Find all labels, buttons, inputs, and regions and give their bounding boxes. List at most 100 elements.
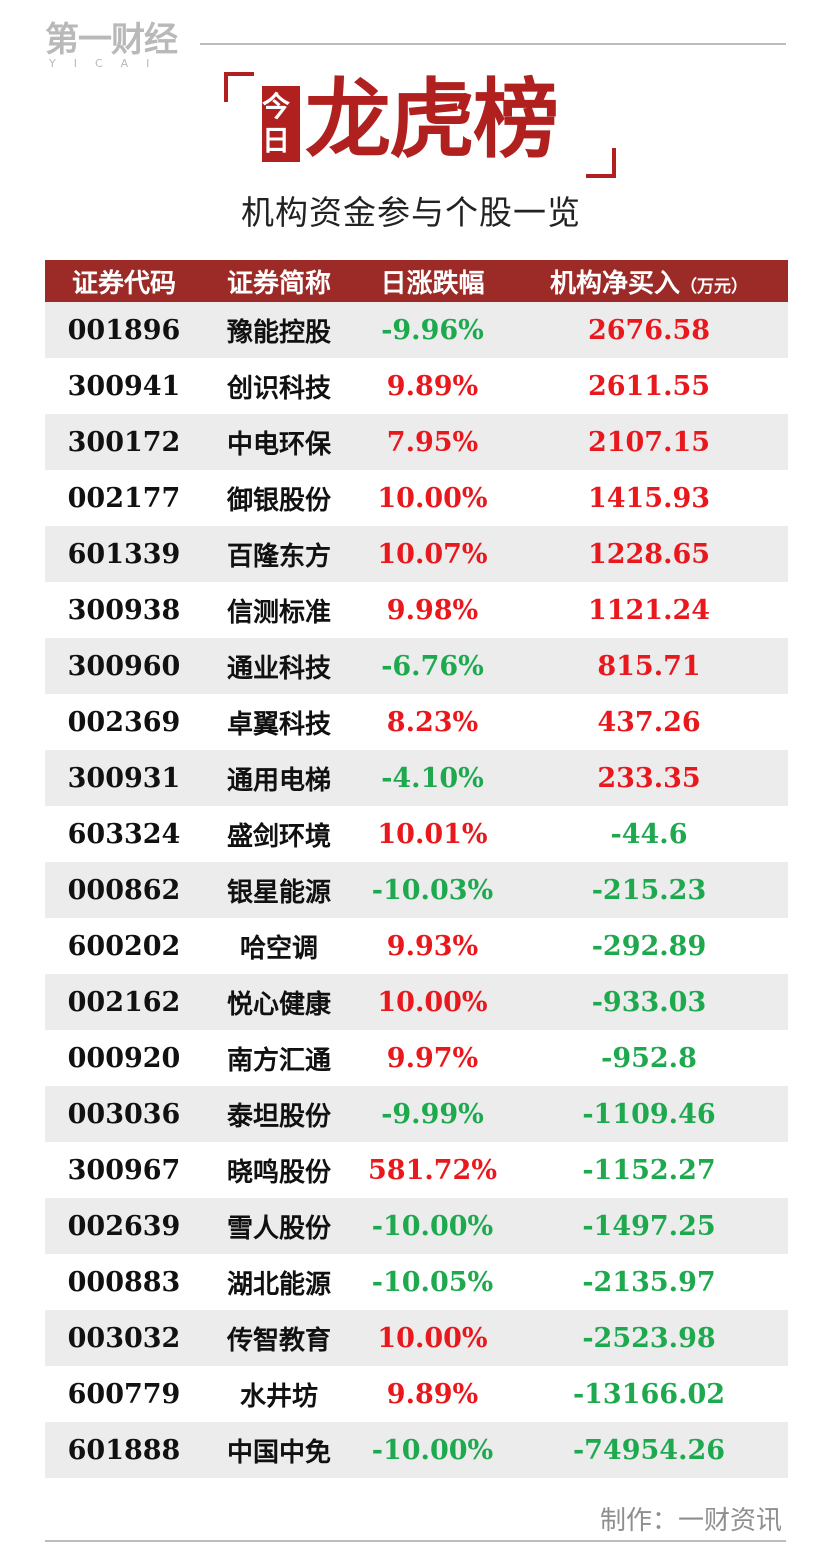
row-net-buy: -1497.25 xyxy=(582,1210,716,1242)
row-net-buy: 437.26 xyxy=(597,706,701,738)
header-name: 证券简称 xyxy=(226,268,331,299)
dragon-tiger-table: 证券代码 证券简称 日涨跌幅 机构净买入（万元） 001896 豫能控股 -9.96… xyxy=(45,260,788,1478)
row-name: 雪人股份 xyxy=(226,1213,331,1244)
row-change: 581.72% xyxy=(368,1154,497,1186)
logo-sub-text: YICAI xyxy=(49,57,168,70)
row-change: 9.98% xyxy=(386,594,479,626)
row-code: 003032 xyxy=(67,1322,181,1354)
row-code: 300941 xyxy=(67,370,181,402)
row-net-buy: -2523.98 xyxy=(582,1322,716,1354)
row-name: 豫能控股 xyxy=(226,317,331,348)
row-change: 9.89% xyxy=(386,1378,479,1410)
row-code: 300967 xyxy=(67,1154,181,1186)
row-code: 002177 xyxy=(67,482,181,514)
row-net-buy: 1121.24 xyxy=(587,594,711,626)
page-subtitle: 机构资金参与个股一览 xyxy=(241,193,581,232)
title-block: 今日 龙虎榜 xyxy=(0,62,822,182)
table-row: 002369 卓翼科技 8.23% 437.26 xyxy=(45,694,788,750)
row-net-buy: 2611.55 xyxy=(587,370,711,402)
row-change: 10.00% xyxy=(377,986,488,1018)
table-row: 603324 盛剑环境 10.01% -44.6 xyxy=(45,806,788,862)
table-row: 002177 御银股份 10.00% 1415.93 xyxy=(45,470,788,526)
header-net-buy-label: 机构净买入 xyxy=(549,268,680,299)
row-net-buy: -292.89 xyxy=(591,930,707,962)
logo-main-text: 第一财经 xyxy=(45,20,178,60)
table-row: 003032 传智教育 10.00% -2523.98 xyxy=(45,1310,788,1366)
row-name: 水井坊 xyxy=(239,1381,318,1412)
today-badge-text: 今日 xyxy=(262,90,291,157)
row-name: 晓鸣股份 xyxy=(226,1157,331,1188)
row-change: -4.10% xyxy=(381,762,484,794)
row-change: 9.93% xyxy=(386,930,479,962)
header-change: 日涨跌幅 xyxy=(380,268,485,299)
right-bracket-icon xyxy=(586,148,616,178)
top-divider xyxy=(200,43,786,45)
row-name: 湖北能源 xyxy=(226,1269,331,1300)
row-net-buy: 815.71 xyxy=(597,650,701,682)
row-name: 盛剑环境 xyxy=(226,821,331,852)
row-code: 003036 xyxy=(67,1098,181,1130)
table-row: 000883 湖北能源 -10.05% -2135.97 xyxy=(45,1254,788,1310)
row-change: 10.00% xyxy=(377,1322,488,1354)
row-net-buy: -215.23 xyxy=(591,874,707,906)
row-change: -10.00% xyxy=(371,1210,494,1242)
row-name: 泰坦股份 xyxy=(226,1101,331,1132)
row-net-buy: -2135.97 xyxy=(582,1266,716,1298)
row-net-buy: -1109.46 xyxy=(582,1098,716,1130)
row-net-buy: -74954.26 xyxy=(572,1434,726,1466)
row-code: 300931 xyxy=(67,762,181,794)
row-name: 传智教育 xyxy=(226,1325,331,1356)
header-code: 证券代码 xyxy=(71,268,176,299)
bottom-divider xyxy=(45,1540,786,1542)
row-net-buy: 1228.65 xyxy=(587,538,711,570)
today-badge: 今日 xyxy=(262,86,300,162)
left-bracket-icon xyxy=(224,72,254,102)
table-row: 300941 创识科技 9.89% 2611.55 xyxy=(45,358,788,414)
table-row: 601339 百隆东方 10.07% 1228.65 xyxy=(45,526,788,582)
row-code: 000862 xyxy=(67,874,181,906)
row-net-buy: -952.8 xyxy=(601,1042,697,1074)
row-net-buy: -933.03 xyxy=(591,986,707,1018)
table-row: 000920 南方汇通 9.97% -952.8 xyxy=(45,1030,788,1086)
table-row: 300172 中电环保 7.95% 2107.15 xyxy=(45,414,788,470)
row-code: 600779 xyxy=(67,1378,181,1410)
table-row: 300931 通用电梯 -4.10% 233.35 xyxy=(45,750,788,806)
credit-text: 制作：一财资讯 xyxy=(599,1506,782,1536)
header-unit: （万元） xyxy=(680,276,748,297)
row-change: -6.76% xyxy=(381,650,484,682)
row-net-buy: 2676.58 xyxy=(587,314,711,346)
row-net-buy: 2107.15 xyxy=(587,426,711,458)
table-row: 002162 悦心健康 10.00% -933.03 xyxy=(45,974,788,1030)
row-code: 603324 xyxy=(67,818,181,850)
row-change: -10.05% xyxy=(371,1266,494,1298)
row-name: 中电环保 xyxy=(226,429,331,460)
table-row: 002639 雪人股份 -10.00% -1497.25 xyxy=(45,1198,788,1254)
table-row: 001896 豫能控股 -9.96% 2676.58 xyxy=(45,302,788,358)
table-row: 601888 中国中免 -10.00% -74954.26 xyxy=(45,1422,788,1478)
row-name: 通用电梯 xyxy=(226,765,331,796)
row-code: 002162 xyxy=(67,986,181,1018)
row-code: 300938 xyxy=(67,594,181,626)
row-code: 000920 xyxy=(67,1042,181,1074)
row-net-buy: 1415.93 xyxy=(587,482,711,514)
row-code: 002369 xyxy=(67,706,181,738)
table-row: 600779 水井坊 9.89% -13166.02 xyxy=(45,1366,788,1422)
row-change: 10.00% xyxy=(377,482,488,514)
row-net-buy: -44.6 xyxy=(610,818,688,850)
table-row: 300938 信测标准 9.98% 1121.24 xyxy=(45,582,788,638)
row-code: 002639 xyxy=(67,1210,181,1242)
table-row: 300960 通业科技 -6.76% 815.71 xyxy=(45,638,788,694)
header-net-buy: 机构净买入（万元） xyxy=(510,263,788,300)
table-header: 证券代码 证券简称 日涨跌幅 机构净买入（万元） xyxy=(45,260,788,302)
row-net-buy: -1152.27 xyxy=(582,1154,716,1186)
row-name: 通业科技 xyxy=(226,653,331,684)
row-code: 300172 xyxy=(67,426,181,458)
row-name: 南方汇通 xyxy=(226,1045,331,1076)
row-change: -9.99% xyxy=(381,1098,484,1130)
row-change: 9.97% xyxy=(386,1042,479,1074)
row-net-buy: 233.35 xyxy=(597,762,701,794)
row-change: -9.96% xyxy=(381,314,484,346)
row-change: 10.01% xyxy=(377,818,488,850)
row-change: -10.03% xyxy=(371,874,494,906)
row-code: 000883 xyxy=(67,1266,181,1298)
